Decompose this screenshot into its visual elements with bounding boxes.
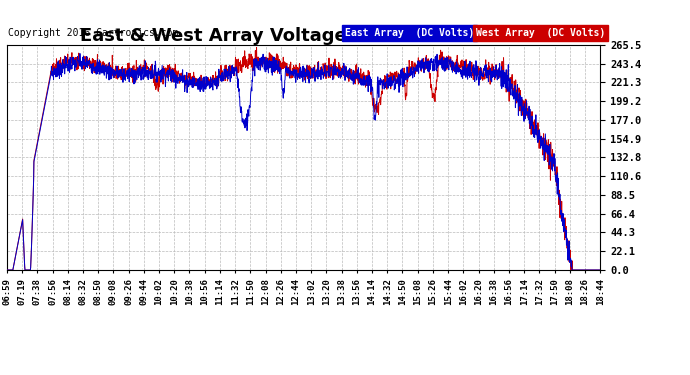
Title: East & West Array Voltage Tue Mar 15 18:56: East & West Array Voltage Tue Mar 15 18:… (79, 27, 528, 45)
Text: West Array  (DC Volts): West Array (DC Volts) (476, 28, 605, 38)
Text: East Array  (DC Volts): East Array (DC Volts) (345, 28, 474, 38)
Text: Copyright 2016 Cartronics.com: Copyright 2016 Cartronics.com (8, 28, 179, 38)
